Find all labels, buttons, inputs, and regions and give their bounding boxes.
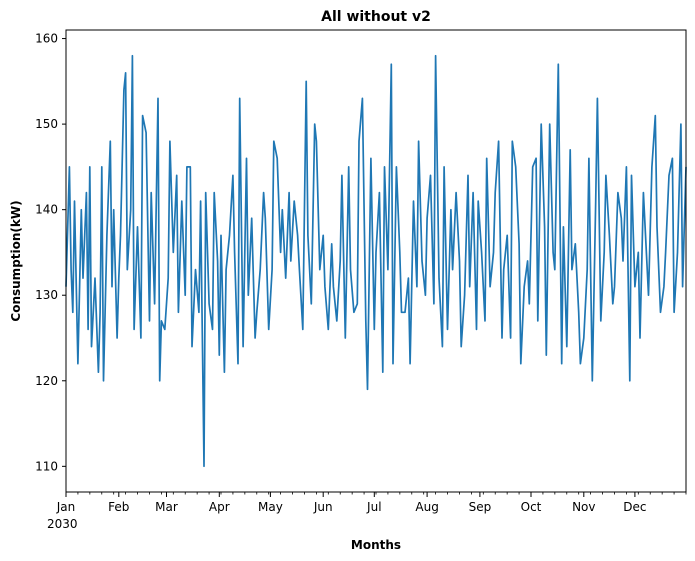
x-tick-label: Jul	[366, 500, 381, 514]
x-tick-label: Dec	[623, 500, 646, 514]
x-tick-label: Aug	[415, 500, 438, 514]
x-tick-label: Mar	[155, 500, 178, 514]
y-tick-label: 120	[35, 374, 58, 388]
x-tick-label: Jan	[56, 500, 76, 514]
x-axis-year-label: 2030	[47, 517, 78, 531]
y-tick-label: 110	[35, 459, 58, 473]
x-axis: Jan Feb Mar Apr May Jun Jul Aug Sep Oct Nov Dec	[56, 492, 687, 514]
y-tick-label: 150	[35, 117, 58, 131]
x-tick-label: Jun	[313, 500, 333, 514]
y-tick-label: 140	[35, 203, 58, 217]
x-axis-label: Months	[351, 538, 401, 552]
y-axis: 110 120 130 140 150 160	[35, 32, 66, 473]
y-axis-label: Consumption(kW)	[9, 200, 23, 321]
chart-title: All without v2	[321, 9, 431, 25]
x-tick-label: Oct	[521, 500, 542, 514]
plot-area	[65, 54, 687, 468]
x-tick-label: Apr	[209, 500, 230, 514]
x-tick-label: Sep	[469, 500, 492, 514]
x-tick-label: May	[258, 500, 283, 514]
series-line-1	[65, 54, 687, 468]
y-tick-label: 130	[35, 288, 58, 302]
x-tick-label: Nov	[572, 500, 595, 514]
y-tick-label: 160	[35, 32, 58, 46]
x-tick-label: Feb	[108, 500, 129, 514]
